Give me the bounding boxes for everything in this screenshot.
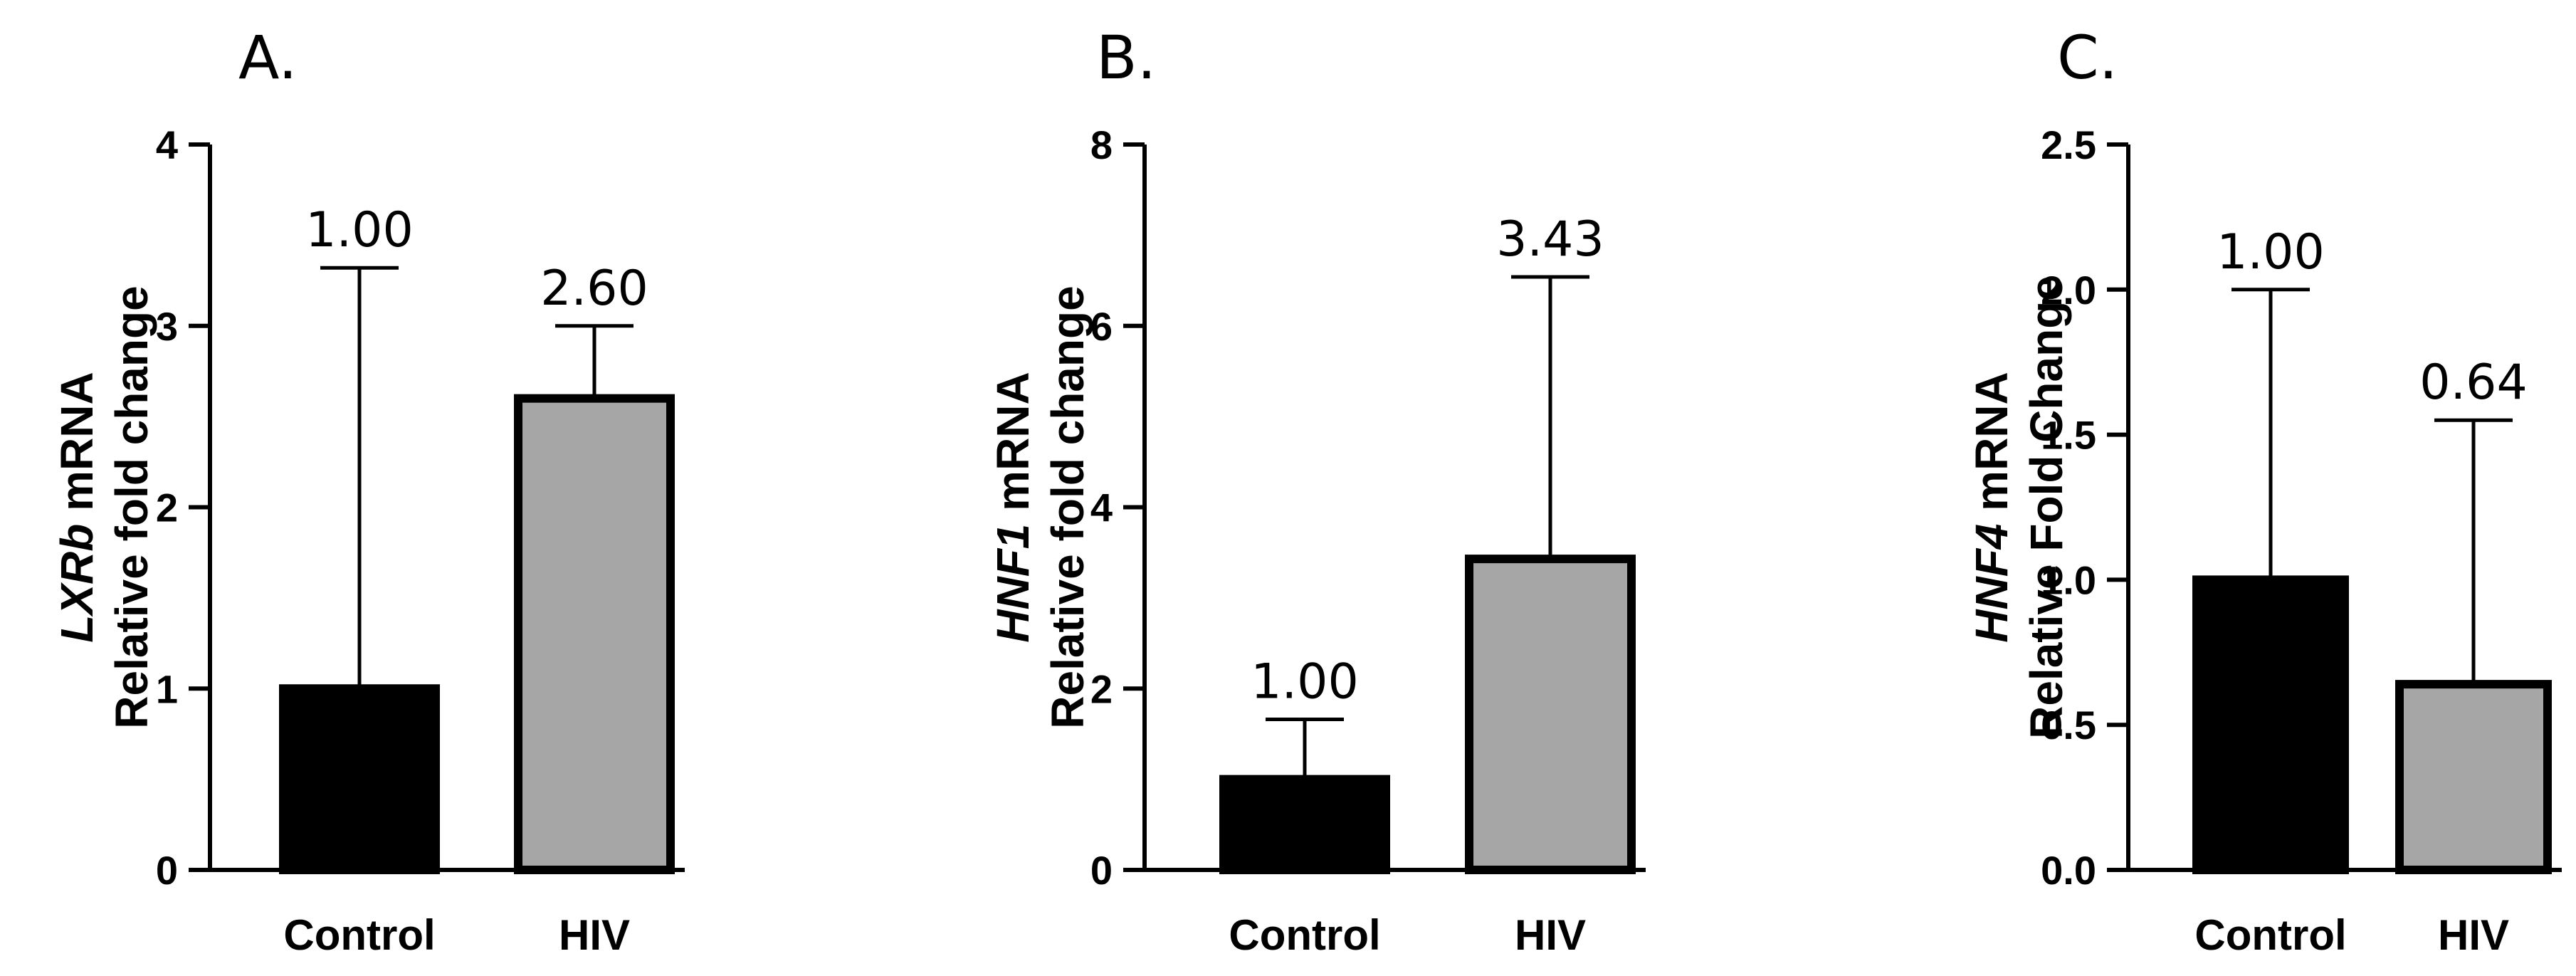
x-tick-label: HIV bbox=[2438, 911, 2509, 959]
y-axis-label-suffix: mRNA bbox=[1966, 372, 2017, 523]
x-tick-label: Control bbox=[1229, 911, 1380, 959]
y-tick-label: 1 bbox=[156, 666, 178, 711]
y-tick-label: 1.5 bbox=[2041, 413, 2096, 458]
panel-label: A. bbox=[238, 23, 298, 93]
y-tick-label: 0 bbox=[1090, 848, 1113, 893]
y-tick-label: 2.0 bbox=[2041, 268, 2096, 313]
bar-control bbox=[1219, 775, 1390, 874]
x-tick-label: Control bbox=[283, 911, 435, 959]
bar-hiv bbox=[514, 394, 675, 874]
y-tick-label: 2 bbox=[1090, 666, 1113, 711]
value-label: 1.00 bbox=[305, 202, 413, 258]
y-axis-label-line2: Relative fold change bbox=[1042, 285, 1093, 728]
chart-panel-a: A. 1.00 Control 2.60 HIV 0 1 2 3 4 LXRb mRNA Relati… bbox=[51, 23, 685, 959]
x-tick-label: Control bbox=[2194, 911, 2346, 959]
y-tick-label: 6 bbox=[1090, 304, 1113, 349]
y-tick-label: 0 bbox=[156, 848, 178, 893]
value-label: 1.00 bbox=[1251, 654, 1358, 710]
value-label: 3.43 bbox=[1496, 211, 1604, 268]
chart-panel-c: C. 1.00 Control 0.64 HIV 0.0 0.5 1.0 1.5 2.0 2.5 HN… bbox=[1966, 23, 2562, 959]
bar-hiv bbox=[2395, 680, 2552, 874]
y-axis-label-line1: HNF1 mRNA bbox=[987, 372, 1039, 642]
y-axis-label-gene: LXRb bbox=[51, 524, 102, 643]
y-tick-label: 2.5 bbox=[2041, 122, 2096, 167]
x-tick-label: HIV bbox=[1515, 911, 1586, 959]
x-tick-label: HIV bbox=[559, 911, 630, 959]
y-axis-label-gene: HNF1 bbox=[987, 524, 1039, 643]
y-axis-label-gene: HNF4 bbox=[1966, 524, 2017, 643]
y-tick-label: 4 bbox=[156, 122, 178, 167]
bar-control bbox=[2192, 575, 2349, 875]
y-axis-label-line2: Relative Fold Change bbox=[2021, 276, 2072, 739]
value-label: 0.64 bbox=[2419, 355, 2527, 411]
bar-control bbox=[279, 684, 440, 874]
y-axis-label-suffix: mRNA bbox=[987, 372, 1039, 523]
y-tick-label: 2 bbox=[156, 486, 178, 530]
y-tick-label: 8 bbox=[1090, 122, 1113, 167]
y-tick-label: 1.0 bbox=[2041, 557, 2096, 602]
value-label: 2.60 bbox=[540, 261, 648, 317]
y-tick-label: 3 bbox=[156, 304, 178, 349]
y-tick-label: 4 bbox=[1090, 486, 1113, 530]
value-label: 1.00 bbox=[2217, 224, 2324, 280]
y-tick-label: 0.0 bbox=[2041, 848, 2096, 893]
y-axis-label-suffix: mRNA bbox=[51, 372, 102, 523]
y-tick-label: 0.5 bbox=[2041, 703, 2096, 747]
panel-label: B. bbox=[1096, 23, 1156, 93]
bar-hiv bbox=[1465, 555, 1636, 874]
y-axis-label-line1: HNF4 mRNA bbox=[1966, 372, 2017, 642]
y-axis-label-line2: Relative fold change bbox=[106, 285, 157, 728]
panel-label: C. bbox=[2057, 23, 2118, 93]
y-axis-label-line1: LXRb mRNA bbox=[51, 372, 102, 642]
chart-panel-b: B. 1.00 Control 3.43 HIV 0 2 4 6 8 HNF1 mRNA Relati… bbox=[987, 23, 1646, 959]
